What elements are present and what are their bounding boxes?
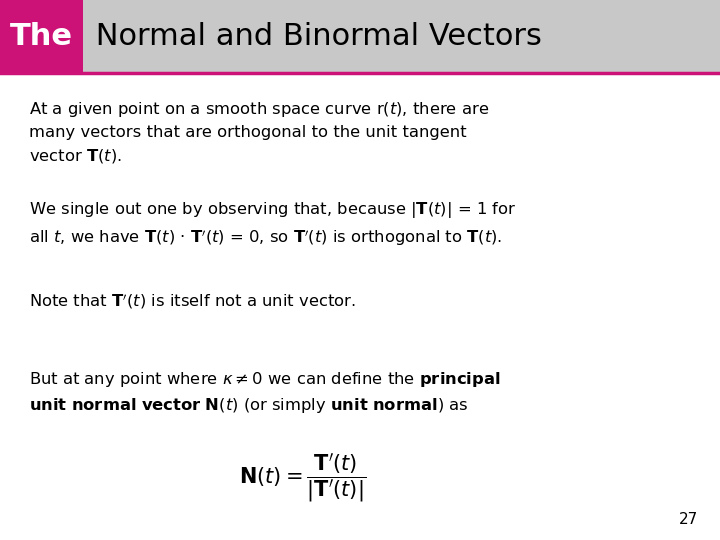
- Bar: [0, 0, 83, 73]
- Text: Note that $\mathbf{T}'$($t$) is itself not a unit vector.: Note that $\mathbf{T}'$($t$) is itself n…: [29, 292, 356, 311]
- Text: At a given point on a smooth space curve r($t$), there are
many vectors that are: At a given point on a smooth space curve…: [29, 100, 489, 165]
- Text: 27: 27: [679, 511, 698, 526]
- Text: We single out one by observing that, because |$\mathbf{T}$($t$)| = 1 for
all $t$: We single out one by observing that, bec…: [29, 200, 516, 248]
- Text: Normal and Binormal Vectors: Normal and Binormal Vectors: [86, 22, 542, 51]
- Text: But at any point where $\kappa \neq 0$ we can define the $\mathbf{principal}$
$\: But at any point where $\kappa \neq 0$ w…: [29, 370, 500, 415]
- Text: The: The: [10, 22, 73, 51]
- Bar: [0, 0, 720, 73]
- Text: $\mathbf{N}(t) = \dfrac{\mathbf{T}'(t)}{|\mathbf{T}'(t)|}$: $\mathbf{N}(t) = \dfrac{\mathbf{T}'(t)}{…: [239, 451, 366, 504]
